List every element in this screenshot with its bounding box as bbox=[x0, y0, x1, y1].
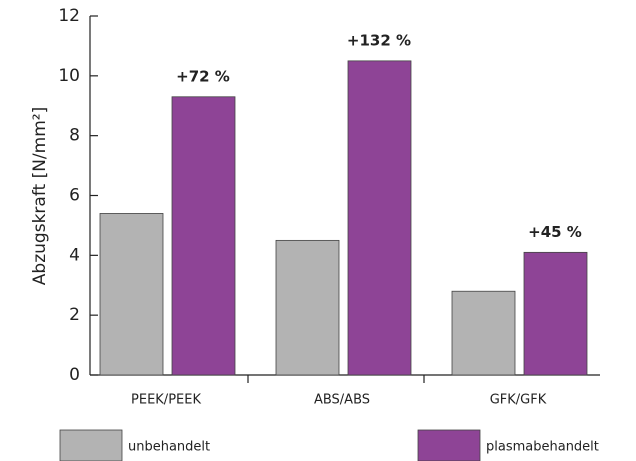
y-tick-label: 6 bbox=[69, 186, 80, 206]
y-axis-label: Abzugskraft [N/mm²] bbox=[30, 107, 50, 285]
bar bbox=[171, 96, 236, 376]
x-tick-label: ABS/ABS bbox=[314, 393, 370, 408]
y-tick-label: 12 bbox=[58, 6, 80, 26]
legend-swatch bbox=[417, 429, 481, 461]
bar bbox=[99, 213, 164, 376]
bar bbox=[451, 290, 516, 376]
x-tick-label: GFK/GFK bbox=[490, 393, 547, 408]
y-tick-label: 10 bbox=[58, 66, 80, 86]
legend-label: plasmabehandelt bbox=[486, 440, 599, 455]
bar bbox=[523, 251, 588, 376]
annotation: +132 % bbox=[347, 31, 411, 49]
y-tick-label: 8 bbox=[69, 126, 80, 146]
y-tick-label: 2 bbox=[69, 305, 80, 325]
x-tick-label: PEEK/PEEK bbox=[131, 393, 201, 408]
annotation: +45 % bbox=[528, 223, 582, 241]
legend-swatch bbox=[59, 429, 123, 461]
y-tick-label: 0 bbox=[69, 365, 80, 385]
legend-label: unbehandelt bbox=[128, 440, 210, 455]
bar bbox=[275, 239, 340, 376]
bar bbox=[347, 60, 412, 376]
y-tick-label: 4 bbox=[69, 245, 80, 265]
annotation: +72 % bbox=[176, 67, 230, 85]
